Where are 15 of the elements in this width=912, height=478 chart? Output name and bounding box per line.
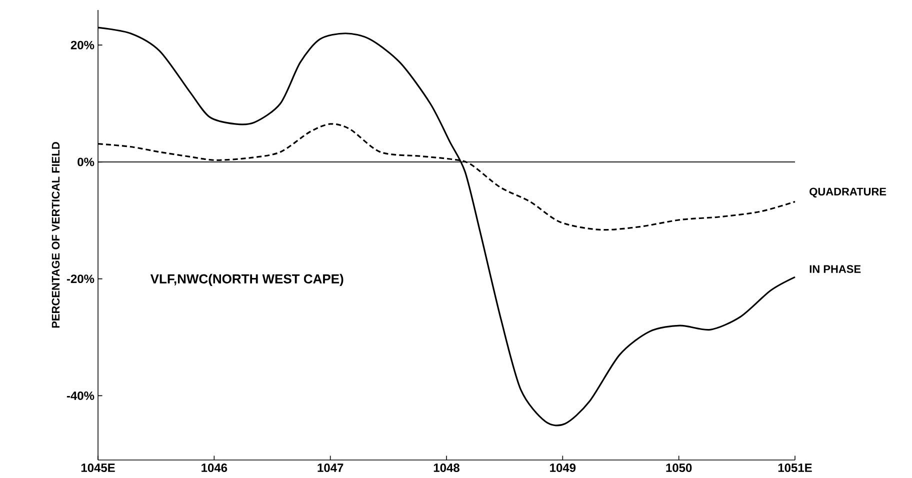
annotation: VLF,NWC(NORTH WEST CAPE) — [150, 274, 344, 286]
x-tick-label: 1047 — [318, 464, 344, 472]
x-tick-label: 1048 — [434, 464, 460, 472]
y-tick-label: 20% — [70, 40, 94, 50]
x-tick-label: 1050 — [666, 464, 692, 472]
y-tick-label: -40% — [66, 391, 94, 400]
y-tick-label: 0% — [78, 158, 94, 166]
y-tick-label: -20% — [66, 274, 94, 284]
x-tick-label: 1045E — [81, 464, 115, 472]
series-label: QUADRATURE — [810, 188, 886, 198]
x-tick-label: 1046 — [202, 464, 228, 472]
x-tick-label: 1049 — [550, 464, 576, 472]
series-label: IN PHASE — [810, 265, 861, 273]
x-tick-label: 1051E — [778, 464, 812, 472]
y-axis-title: PERCENTAGE OF VERTICAL FIELD — [52, 142, 60, 328]
